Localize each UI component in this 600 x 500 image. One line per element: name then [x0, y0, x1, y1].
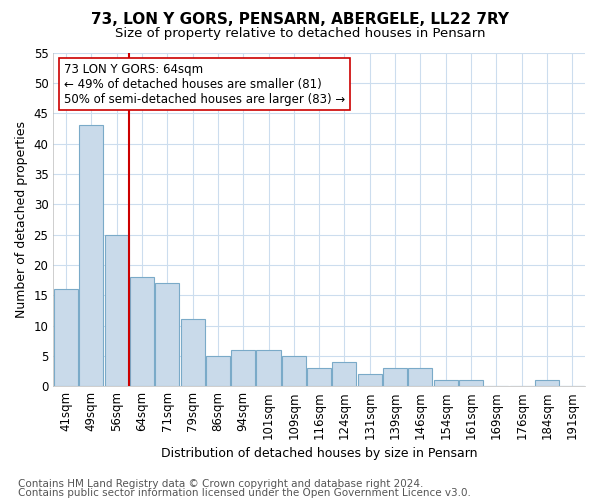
Bar	[104, 234, 128, 386]
Bar	[130, 277, 154, 386]
Text: 73, LON Y GORS, PENSARN, ABERGELE, LL22 7RY: 73, LON Y GORS, PENSARN, ABERGELE, LL22 …	[91, 12, 509, 28]
X-axis label: Distribution of detached houses by size in Pensarn: Distribution of detached houses by size …	[161, 447, 478, 460]
Bar	[459, 380, 483, 386]
Bar	[358, 374, 382, 386]
Bar	[181, 320, 205, 386]
Bar	[155, 283, 179, 386]
Bar	[332, 362, 356, 386]
Bar	[409, 368, 433, 386]
Text: 73 LON Y GORS: 64sqm
← 49% of detached houses are smaller (81)
50% of semi-detac: 73 LON Y GORS: 64sqm ← 49% of detached h…	[64, 62, 345, 106]
Text: Size of property relative to detached houses in Pensarn: Size of property relative to detached ho…	[115, 28, 485, 40]
Bar	[282, 356, 306, 386]
Text: Contains public sector information licensed under the Open Government Licence v3: Contains public sector information licen…	[18, 488, 471, 498]
Bar	[54, 289, 78, 386]
Bar	[434, 380, 458, 386]
Text: Contains HM Land Registry data © Crown copyright and database right 2024.: Contains HM Land Registry data © Crown c…	[18, 479, 424, 489]
Y-axis label: Number of detached properties: Number of detached properties	[15, 121, 28, 318]
Bar	[307, 368, 331, 386]
Bar	[383, 368, 407, 386]
Bar	[231, 350, 255, 386]
Bar	[79, 126, 103, 386]
Bar	[256, 350, 281, 386]
Bar	[206, 356, 230, 386]
Bar	[535, 380, 559, 386]
